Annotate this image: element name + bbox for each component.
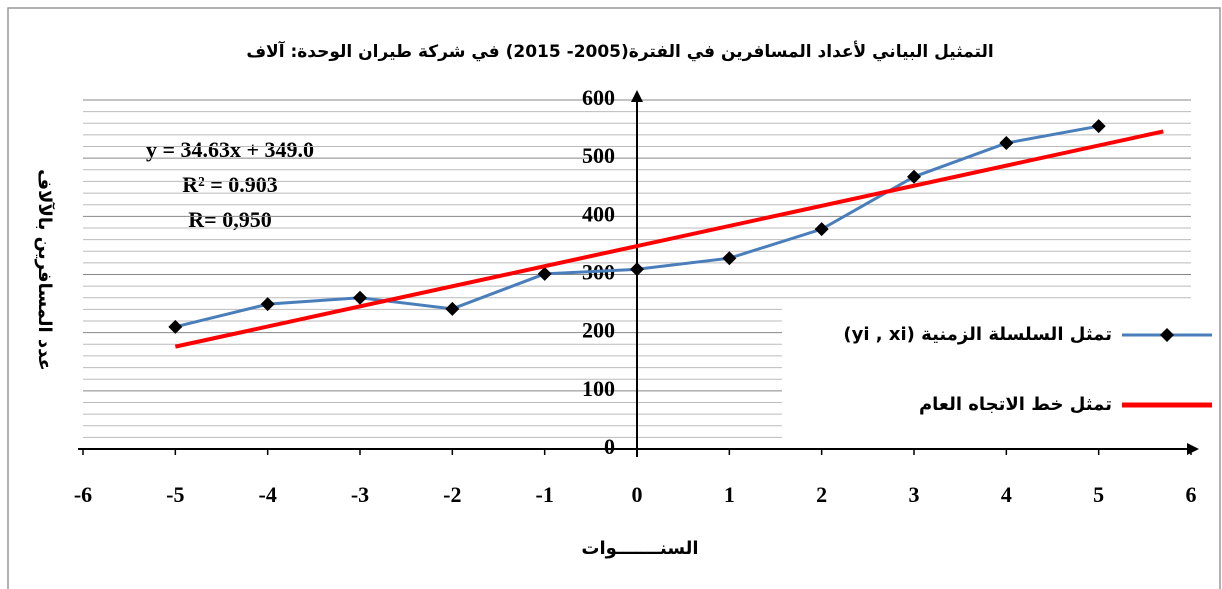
x-tick-label: -5 [166,482,184,507]
x-tick-label: 1 [724,482,735,507]
y-axis-arrow [631,90,643,102]
y-tick-label: 400 [582,201,615,226]
legend-marker [1160,328,1174,342]
data-point [907,169,921,184]
data-point [1091,119,1106,134]
legend-label: تمثل خط الاتجاه العام [919,394,1112,415]
x-tick-label: 4 [1001,482,1012,507]
data-point [353,290,367,305]
x-axis-arrow [1187,443,1199,455]
x-tick-label: 3 [909,482,920,507]
x-tick-label: -2 [443,482,461,507]
x-tick-label: -1 [536,482,554,507]
x-tick-label: 0 [632,482,643,507]
y-tick-label: 500 [582,143,615,168]
data-point [630,262,644,277]
y-tick-label: 100 [582,376,615,401]
x-tick-label: 5 [1093,482,1104,507]
x-axis-label: السنـــــــوات [581,538,698,559]
data-point [722,251,737,266]
x-tick-label: -3 [351,482,369,507]
y-axis-label: عدد المسافرين بالآلاف [34,169,56,371]
series-line [174,129,1164,349]
x-tick-label: -6 [74,482,92,507]
data-point [260,297,275,312]
x-tick-label: -4 [259,482,277,507]
data-point [814,222,829,237]
x-tick-label: 2 [816,482,827,507]
legend: تمثل السلسلة الزمنية (yi , xi) تمثل خط ال… [782,308,1218,440]
y-tick-label: 600 [582,85,615,110]
y-tick-label: 200 [582,318,615,343]
data-point [999,136,1014,151]
frame [7,7,1221,589]
legend-label: تمثل السلسلة الزمنية (yi , xi) [843,324,1112,345]
y-tick-label: 0 [604,434,615,459]
legend-box [782,308,1218,440]
data-point [537,266,552,281]
chart-title: التمثيل البياني لأعداد المسافرين في الفت… [246,40,993,62]
data-point [445,301,460,316]
data-point [168,319,183,334]
x-tick-label: 6 [1186,482,1197,507]
